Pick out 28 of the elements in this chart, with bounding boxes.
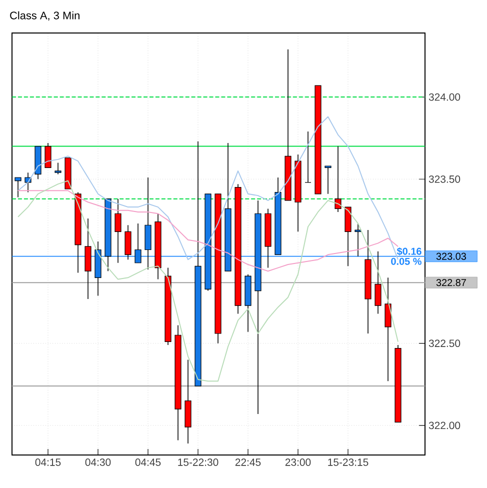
x-tick-label: 23:00 [285, 458, 311, 466]
y-tick-label: 322.00 [428, 422, 460, 430]
candlestick [384, 277, 392, 382]
annotation: $0.16 [396, 247, 422, 256]
x-tick-label: 15-22:30 [178, 458, 218, 466]
x-tick-label: 15-23:15 [328, 458, 368, 466]
ref-line-label: 322.87 [436, 279, 466, 286]
x-tick-label: 04:45 [135, 458, 161, 466]
candlestick [334, 146, 342, 212]
y-tick-label: 322.50 [428, 340, 460, 348]
x-tick-label: 04:15 [35, 458, 61, 466]
annotation: 0.05 % [391, 258, 422, 265]
chart-title: Class A, 3 Min [10, 11, 80, 21]
candlestick [54, 162, 62, 175]
ref-line-label: 323.03 [436, 252, 466, 260]
candlestick [324, 166, 332, 194]
x-tick-label: 04:30 [85, 458, 111, 466]
x-tick-label: 22:45 [235, 458, 261, 466]
candlestick [124, 224, 132, 260]
candlestick [354, 223, 362, 257]
candlestick [114, 198, 122, 264]
candlestick [44, 142, 52, 168]
candlestick [304, 131, 312, 183]
y-tick-label: 324.00 [428, 93, 460, 101]
candlestick [134, 223, 142, 264]
candlestick [374, 250, 382, 314]
y-tick-label: 323.50 [428, 175, 460, 183]
candlestick [14, 177, 22, 198]
